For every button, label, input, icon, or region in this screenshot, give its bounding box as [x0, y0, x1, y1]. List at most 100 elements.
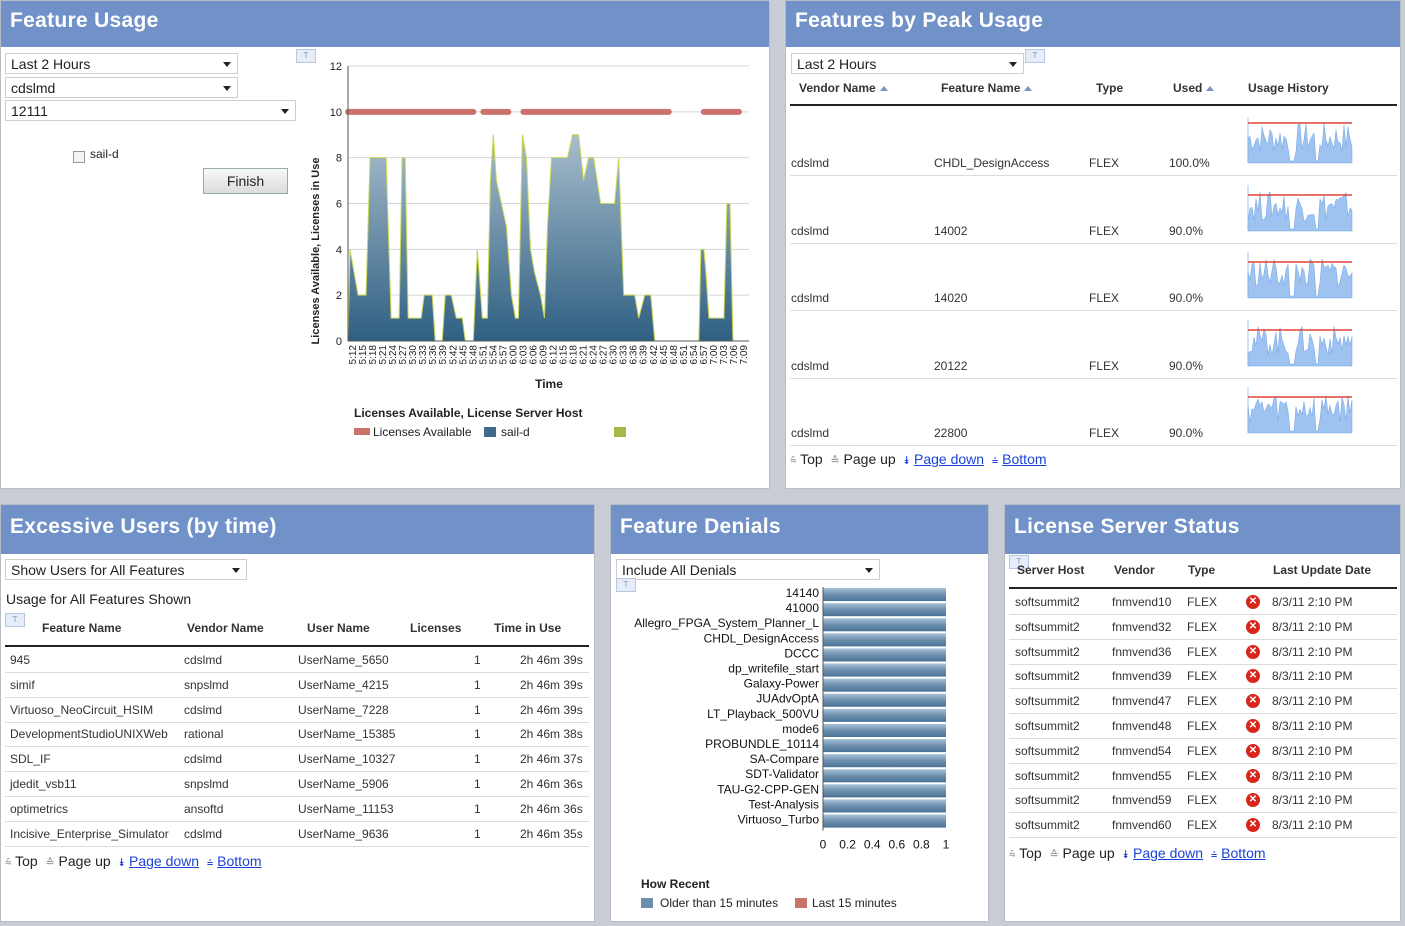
- page-down-link[interactable]: Page down: [914, 451, 985, 467]
- feature-cell[interactable]: SDL_IF: [10, 752, 51, 767]
- denials-filter-select[interactable]: Include All Denials: [616, 559, 880, 580]
- excessive-users-title: Excessive Users (by time): [1, 505, 594, 554]
- x-tick-label: 6:54: [689, 345, 700, 365]
- x-tick-label: 6:39: [639, 345, 650, 365]
- bottom-link[interactable]: Bottom: [217, 853, 262, 869]
- feature-cell[interactable]: optimetrics: [10, 801, 69, 816]
- sail-d-checkbox[interactable]: [73, 151, 85, 163]
- sail-d-checkbox-label: sail-d: [90, 147, 119, 161]
- denial-bar: [823, 678, 946, 692]
- legend-label: Last 15 minutes: [812, 896, 897, 910]
- feature-cell[interactable]: CHDL_DesignAccess: [934, 156, 1050, 170]
- x-tick-label: 6:57: [699, 345, 710, 365]
- vendor-cell: cdslmd: [184, 826, 223, 841]
- top-button[interactable]: Top: [15, 853, 38, 869]
- page-up-button[interactable]: Page up: [843, 451, 896, 467]
- col-vendor-name[interactable]: Vendor Name: [799, 81, 888, 95]
- page-down-link[interactable]: Page down: [1133, 845, 1204, 861]
- vendor-select[interactable]: cdslmd: [5, 77, 238, 98]
- type-cell: FLEX: [1187, 818, 1218, 833]
- feature-cell[interactable]: jdedit_vsb11: [10, 777, 77, 791]
- feature-cell[interactable]: 22800: [934, 426, 968, 440]
- row-divider: [5, 771, 589, 773]
- sort-icon: [1024, 86, 1033, 91]
- chart-options-icon[interactable]: T: [616, 578, 636, 592]
- denial-bar: [823, 663, 946, 677]
- usage-history-sparkline: [1247, 184, 1353, 231]
- feature-cell[interactable]: Virtuoso_NeoCircuit_HSIM: [10, 702, 154, 717]
- x-tick-label: 7:03: [719, 345, 730, 365]
- feature-select[interactable]: 12111: [5, 100, 296, 121]
- category-label: mode6: [782, 722, 819, 736]
- chevron-down-icon: [865, 568, 873, 573]
- col-feature-name[interactable]: Feature Name: [941, 81, 1033, 95]
- page-up-button[interactable]: Page up: [1062, 845, 1115, 861]
- y-tick-label: 0: [336, 336, 342, 348]
- time-range-select[interactable]: Last 2 Hours: [5, 53, 238, 74]
- user-cell: UserName_4215: [298, 677, 389, 692]
- x-tick-label: 5:57: [498, 345, 509, 365]
- y-tick-label: 10: [330, 107, 342, 119]
- row-divider: [790, 175, 1397, 176]
- feature-cell[interactable]: DevelopmentStudioUNIXWeb: [10, 727, 168, 742]
- feature-cell[interactable]: 14020: [934, 291, 968, 305]
- top-icon: ⩯: [5, 857, 12, 869]
- page-down-link[interactable]: Page down: [129, 853, 200, 869]
- vendor-cell: fnmvend54: [1112, 743, 1172, 758]
- vendor-cell: fnmvend39: [1112, 669, 1172, 684]
- x-tick-label: 6:51: [679, 345, 690, 365]
- table-options-icon[interactable]: T: [1009, 555, 1029, 569]
- row-divider: [5, 672, 589, 673]
- col-used[interactable]: Used: [1173, 81, 1215, 95]
- sparkline-area: [1247, 190, 1353, 231]
- peak-pager: ⩯ Top ≙ Page up ⯯ Page down ⩮ Bottom: [790, 451, 1047, 468]
- user-cell: UserName_9636: [298, 826, 389, 841]
- category-label: LT_Playback_500VU: [707, 707, 819, 721]
- host-cell: softsummit2: [1015, 768, 1080, 783]
- peak-time-select[interactable]: Last 2 Hours: [791, 53, 1024, 74]
- feature-cell[interactable]: Incisive_Enterprise_Simulator: [10, 826, 169, 841]
- usage-caption: Usage for All Features Shown: [6, 591, 192, 607]
- page-down-icon: ⯯: [903, 455, 911, 467]
- row-divider: [5, 845, 589, 847]
- table-options-icon[interactable]: T: [5, 613, 25, 627]
- bottom-link[interactable]: Bottom: [1002, 451, 1047, 467]
- vendor-cell: cdslmd: [791, 223, 830, 238]
- feature-cell[interactable]: simif: [10, 677, 35, 692]
- sparkline-area: [1247, 395, 1353, 434]
- col-vendor-name: Vendor Name: [187, 621, 264, 635]
- x-tick-label: 5:27: [398, 345, 409, 365]
- feature-cell[interactable]: 20122: [934, 358, 968, 373]
- top-button[interactable]: Top: [1019, 845, 1042, 861]
- x-axis-label: Time: [535, 377, 563, 391]
- host-cell: softsummit2: [1015, 619, 1080, 634]
- x-tick-label: 6:18: [569, 345, 580, 365]
- top-icon: ⩯: [790, 455, 797, 467]
- category-label: DCCC: [784, 646, 819, 660]
- feature-cell[interactable]: 14002: [934, 223, 968, 238]
- x-tick-label: 6:27: [599, 345, 610, 365]
- bottom-link[interactable]: Bottom: [1221, 845, 1266, 861]
- y-tick-label: 2: [336, 290, 342, 302]
- peak-time-value: Last 2 Hours: [797, 56, 877, 72]
- users-filter-select[interactable]: Show Users for All Features: [5, 559, 247, 580]
- vendor-cell: cdslmd: [184, 653, 223, 667]
- x-tick-label: 5:18: [368, 345, 379, 365]
- top-button[interactable]: Top: [800, 451, 823, 467]
- chart-options-icon[interactable]: T: [296, 49, 316, 63]
- user-cell: UserName_7228: [298, 702, 389, 717]
- finish-button[interactable]: Finish: [203, 168, 288, 194]
- last-update-cell: 8/3/11 2:10 PM: [1272, 793, 1353, 808]
- last-update-cell: 8/3/11 2:10 PM: [1272, 768, 1353, 783]
- row-divider: [1009, 688, 1397, 690]
- x-tick-label: 6:15: [559, 345, 570, 365]
- x-tick-label: 0: [820, 838, 827, 852]
- table-options-icon[interactable]: T: [1025, 49, 1045, 63]
- category-label: CHDL_DesignAccess: [704, 631, 819, 645]
- legend-swatch: [641, 898, 653, 908]
- page-up-button[interactable]: Page up: [58, 853, 111, 869]
- used-cell: 90.0%: [1169, 426, 1204, 440]
- bottom-icon: ⩮: [1210, 849, 1218, 861]
- feature-cell[interactable]: 945: [10, 653, 31, 667]
- category-label: Test-Analysis: [748, 797, 819, 811]
